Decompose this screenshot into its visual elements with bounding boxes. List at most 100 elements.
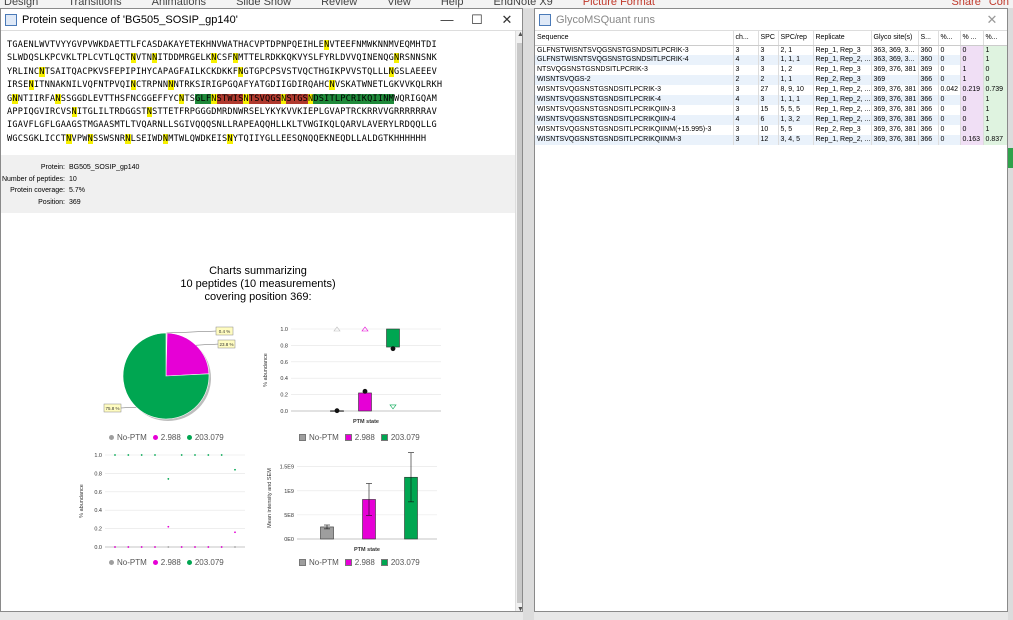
sequence-segment: GSLAEEEV <box>393 66 437 77</box>
glyco-site[interactable]: N <box>281 93 287 104</box>
glyco-site[interactable]: N <box>12 93 18 104</box>
table-row[interactable]: WISNTSVQGSNSTGSNDSITLPCRIKQIINM(+15.995)… <box>535 124 1007 135</box>
min-marker <box>389 404 397 410</box>
ribbon-tab[interactable]: View <box>387 0 411 8</box>
ribbon-tab[interactable]: Slide Show <box>236 0 292 8</box>
maximize-icon[interactable]: ☐ <box>471 11 483 27</box>
glyco-site[interactable]: N <box>130 53 136 64</box>
glyco-site[interactable]: N <box>232 53 239 64</box>
protein-window-titlebar[interactable]: Protein sequence of 'BG505_SOSIP_gp140' … <box>1 9 522 31</box>
glyco-site[interactable]: N <box>211 53 217 64</box>
ribbon-tab[interactable]: Review <box>321 0 358 8</box>
glyco-site[interactable]: N <box>125 133 131 144</box>
scrollbar-thumb[interactable] <box>517 43 522 603</box>
glyco-site[interactable]: N <box>87 133 93 144</box>
table-row[interactable]: GLFNSTWISNTSVQGSNSTGSNDSITLPCRIK-4 4 3 1, 1… <box>535 55 1007 66</box>
background-ribbon: Design Transitions Animations Slide Show Rev… <box>0 0 1013 8</box>
ribbon-tab[interactable]: Picture Format <box>582 0 655 8</box>
share-button[interactable]: Share <box>951 0 981 8</box>
table-row[interactable]: WISNTSVQGSNSTGSNDSITLPCRIKQIIN-3 3 15 5, 5,… <box>535 104 1007 115</box>
scroll-down-icon[interactable]: ▼ <box>516 606 522 611</box>
scroll-up-icon[interactable]: ▲ <box>516 31 522 38</box>
glyco-site[interactable]: N <box>238 66 244 77</box>
table-row[interactable]: WISNTSVQGSNSTGSNDSITLPCRIKQIINM-3 3 12 3, 4… <box>535 134 1007 145</box>
sequence-segment: TGAENLWVTVYYGVPVWKDAETTLFCASDAKAYETEKHNV… <box>7 40 325 50</box>
ribbon-tab[interactable]: Design <box>4 0 39 8</box>
glyco-site[interactable]: N <box>130 80 136 91</box>
minimize-icon[interactable]: — <box>440 12 454 27</box>
table-row[interactable]: WISNTSVQGSNSTGSNDSITLPCRIK-3 3 27 8, 9, 10 R… <box>535 85 1007 96</box>
table-row[interactable]: WISNTSVQGSNSTGSNDSITLPCRIK-4 4 3 1, 1, 1 Rep… <box>535 95 1007 105</box>
table-cell: 1, 1, 1 <box>778 55 814 66</box>
glyco-site[interactable]: N <box>178 93 185 104</box>
sequence-segment: STTETFRPGGGDMRDNWRSELYKYKVVKIEPLGVAPTRCK… <box>152 107 437 118</box>
column-header[interactable]: Glyco site(s) <box>871 31 919 46</box>
protein-window-scrollbar[interactable]: ▲ ▼ <box>515 31 522 611</box>
sequence-line: SLWDQSLKPCVKLTPLCVTLQCTNVTNNITDDMRGELKNC… <box>7 52 515 65</box>
glyco-site[interactable]: N <box>388 66 394 77</box>
glyco-site[interactable]: N <box>211 93 217 104</box>
glyco-site[interactable]: N <box>307 93 314 104</box>
glyco-site[interactable]: N <box>71 107 77 118</box>
glyco-window-titlebar[interactable]: GlycoMSQuant runs ✕ <box>535 9 1007 31</box>
column-header[interactable]: % ... <box>960 31 984 46</box>
comments-button[interactable]: Con <box>988 0 1009 8</box>
column-header[interactable]: %... <box>938 31 961 46</box>
info-row: Position: 369 <box>1 197 515 209</box>
ribbon-tab[interactable]: Animations <box>151 0 207 8</box>
pie-label-leader <box>196 343 220 346</box>
y-tick-label: 0.2 <box>280 393 288 399</box>
column-header[interactable]: SPC/rep <box>778 31 814 46</box>
column-header[interactable]: Sequence <box>535 31 734 46</box>
table-cell: 1 <box>983 114 1007 125</box>
glyco-site[interactable]: N <box>329 80 335 91</box>
sequence-segment: SSGGDLEVTTHSFNCGGEFFYC <box>60 93 179 104</box>
table-cell: NTSVQGSNSTGSNDSITLPCRIK-3 <box>535 65 734 76</box>
glyco-site[interactable]: N <box>55 93 61 104</box>
glyco-site[interactable]: N <box>168 80 174 91</box>
scatter-point <box>167 546 170 548</box>
glyco-site[interactable]: N <box>162 133 169 144</box>
table-row[interactable]: GLFNSTWISNTSVQGSNSTGSNDSITLPCRIK-3 3 3 2, 1… <box>535 45 1007 56</box>
pie-label-leader <box>166 330 218 334</box>
table-cell: 1 <box>983 45 1007 56</box>
peptide-coverage[interactable]: DSITLPCRIKQIINM <box>313 93 394 104</box>
peptide-coverage[interactable]: TSVQGS <box>248 93 282 104</box>
column-header[interactable]: ch... <box>733 31 759 46</box>
column-header[interactable]: Replicate <box>813 31 872 46</box>
ribbon-tab[interactable]: Help <box>440 0 464 8</box>
close-icon[interactable]: ✕ <box>501 11 513 27</box>
pie-label-box <box>215 326 234 336</box>
table-cell: 0 <box>938 55 961 66</box>
glyco-site[interactable]: N <box>393 53 400 64</box>
glyco-site[interactable]: N <box>324 40 330 50</box>
glyco-site[interactable]: N <box>227 133 233 144</box>
table-row[interactable]: WISNTSVQGSNSTGSNDSITLPCRIKQIIN-4 4 6 1, 3, … <box>535 114 1007 125</box>
max-marker <box>333 326 341 332</box>
column-header[interactable]: SPC <box>758 31 779 46</box>
glyco-site[interactable]: N <box>28 80 34 91</box>
close-icon[interactable]: ✕ <box>986 11 998 27</box>
peptide-coverage[interactable]: STWIS <box>216 93 244 104</box>
glyco-site[interactable]: N <box>66 133 72 144</box>
glyco-site[interactable]: N <box>39 66 45 77</box>
scatter-point <box>140 454 143 456</box>
table-row[interactable]: WISNTSVQGS-2 2 2 1, 1 Rep_2, Rep_3 369 366 0 1 0 <box>535 75 1007 86</box>
glyco-site[interactable]: N <box>152 53 158 64</box>
legend-swatch <box>344 559 352 566</box>
peptide-coverage[interactable]: STGS <box>286 93 308 104</box>
info-value: 10 <box>69 175 77 183</box>
table-row[interactable]: NTSVQGSNSTGSNDSITLPCRIK-3 3 3 1, 2 Rep_1, Re… <box>535 65 1007 76</box>
ribbon-tab[interactable]: EndNote X9 <box>493 0 553 8</box>
table-cell: 3 <box>733 65 759 76</box>
column-header[interactable]: %... <box>983 31 1007 46</box>
glyco-site[interactable]: N <box>243 93 249 104</box>
peptide-coverage[interactable]: GLF <box>195 93 212 104</box>
table-cell: 366 <box>918 124 939 135</box>
legend-swatch <box>299 434 306 441</box>
glyco-site[interactable]: N <box>146 107 153 118</box>
ribbon-tab[interactable]: Transitions <box>68 0 122 8</box>
pie-label-leader <box>120 406 137 409</box>
pie-label-box <box>217 339 236 349</box>
column-header[interactable]: S... <box>918 31 939 46</box>
